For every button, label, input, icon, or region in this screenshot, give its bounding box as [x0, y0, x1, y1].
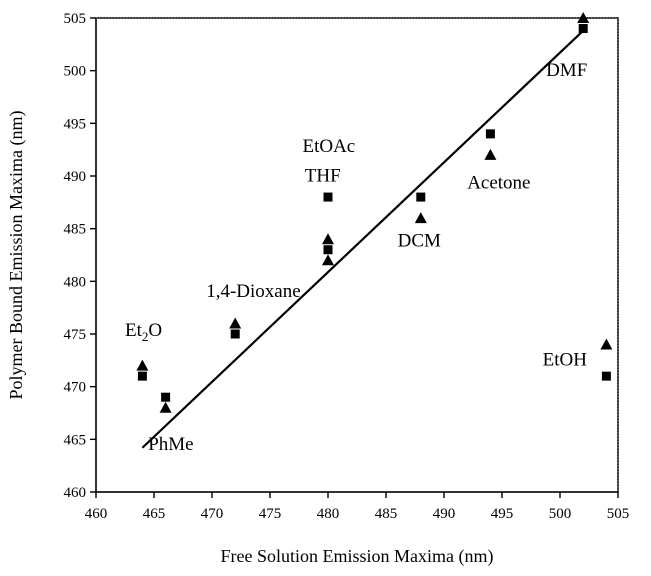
square-point	[323, 192, 333, 202]
y-tick-label: 470	[64, 380, 87, 396]
square-point	[323, 245, 333, 255]
triangle-point	[414, 212, 427, 224]
y-tick-label: 495	[64, 116, 87, 132]
triangle-point	[322, 254, 334, 266]
y-tick-label: 480	[64, 274, 87, 290]
x-tick-label: 495	[491, 506, 514, 522]
solvent-label: DMF	[546, 60, 587, 81]
solvent-label: 1,4-Dioxane	[206, 281, 300, 302]
square-point	[485, 129, 495, 139]
solvent-label: EtOH	[543, 350, 588, 371]
x-tick-label: 470	[201, 506, 224, 522]
y-tick-label: 500	[64, 64, 87, 80]
solvent-label: DCM	[398, 231, 441, 252]
x-tick-label: 490	[433, 506, 456, 522]
square-point	[161, 392, 171, 402]
x-tick-label: 485	[375, 506, 398, 522]
solvent-label: Acetone	[467, 173, 530, 194]
triangle-point	[484, 148, 497, 160]
y-tick-label: 465	[64, 432, 87, 448]
y-tick-label: 490	[64, 169, 87, 185]
x-tick-label: 460	[85, 506, 108, 522]
y-tick-label: 485	[64, 222, 87, 238]
data-points	[136, 12, 613, 413]
solvent-label: THF	[305, 165, 341, 186]
x-tick-label: 480	[317, 506, 340, 522]
square-point	[416, 192, 426, 202]
square-point	[137, 371, 147, 381]
square-point	[230, 329, 240, 339]
solvent-label: PhMe	[148, 434, 193, 455]
triangle-point	[600, 338, 613, 350]
fit-line-group	[141, 29, 584, 449]
x-tick-label: 505	[607, 506, 630, 522]
triangle-point	[136, 359, 149, 371]
triangle-point	[229, 317, 242, 329]
y-tick-label: 475	[64, 327, 87, 343]
x-tick-label: 475	[259, 506, 282, 522]
y-tick-label: 460	[64, 485, 87, 501]
triangle-point	[322, 233, 334, 245]
triangle-point	[159, 401, 172, 413]
solvent-label: EtOAc	[302, 136, 355, 157]
solvent-labels: Et2O PhMe 1,4-Dioxane EtOAc THF DCM Acetone DMF…	[125, 60, 587, 455]
fit-line	[141, 29, 584, 449]
y-axis-label: Polymer Bound Emission Maxima (nm)	[6, 111, 27, 400]
y-tick-label: 505	[64, 11, 87, 27]
plot-frame	[95, 17, 619, 493]
x-axis-ticks: 460 465 470 475 480 485 490 495 500 505	[85, 492, 630, 522]
x-tick-label: 465	[143, 506, 166, 522]
square-point	[578, 24, 588, 34]
triangle-point	[577, 12, 590, 23]
y-axis-ticks: 460 465 470 475 480 485 490 495 500 505	[64, 11, 96, 501]
x-axis-label: Free Solution Emission Maxima (nm)	[221, 546, 494, 567]
x-tick-label: 500	[549, 506, 572, 522]
solvent-label: Et2O	[125, 320, 162, 344]
square-point	[601, 371, 611, 381]
